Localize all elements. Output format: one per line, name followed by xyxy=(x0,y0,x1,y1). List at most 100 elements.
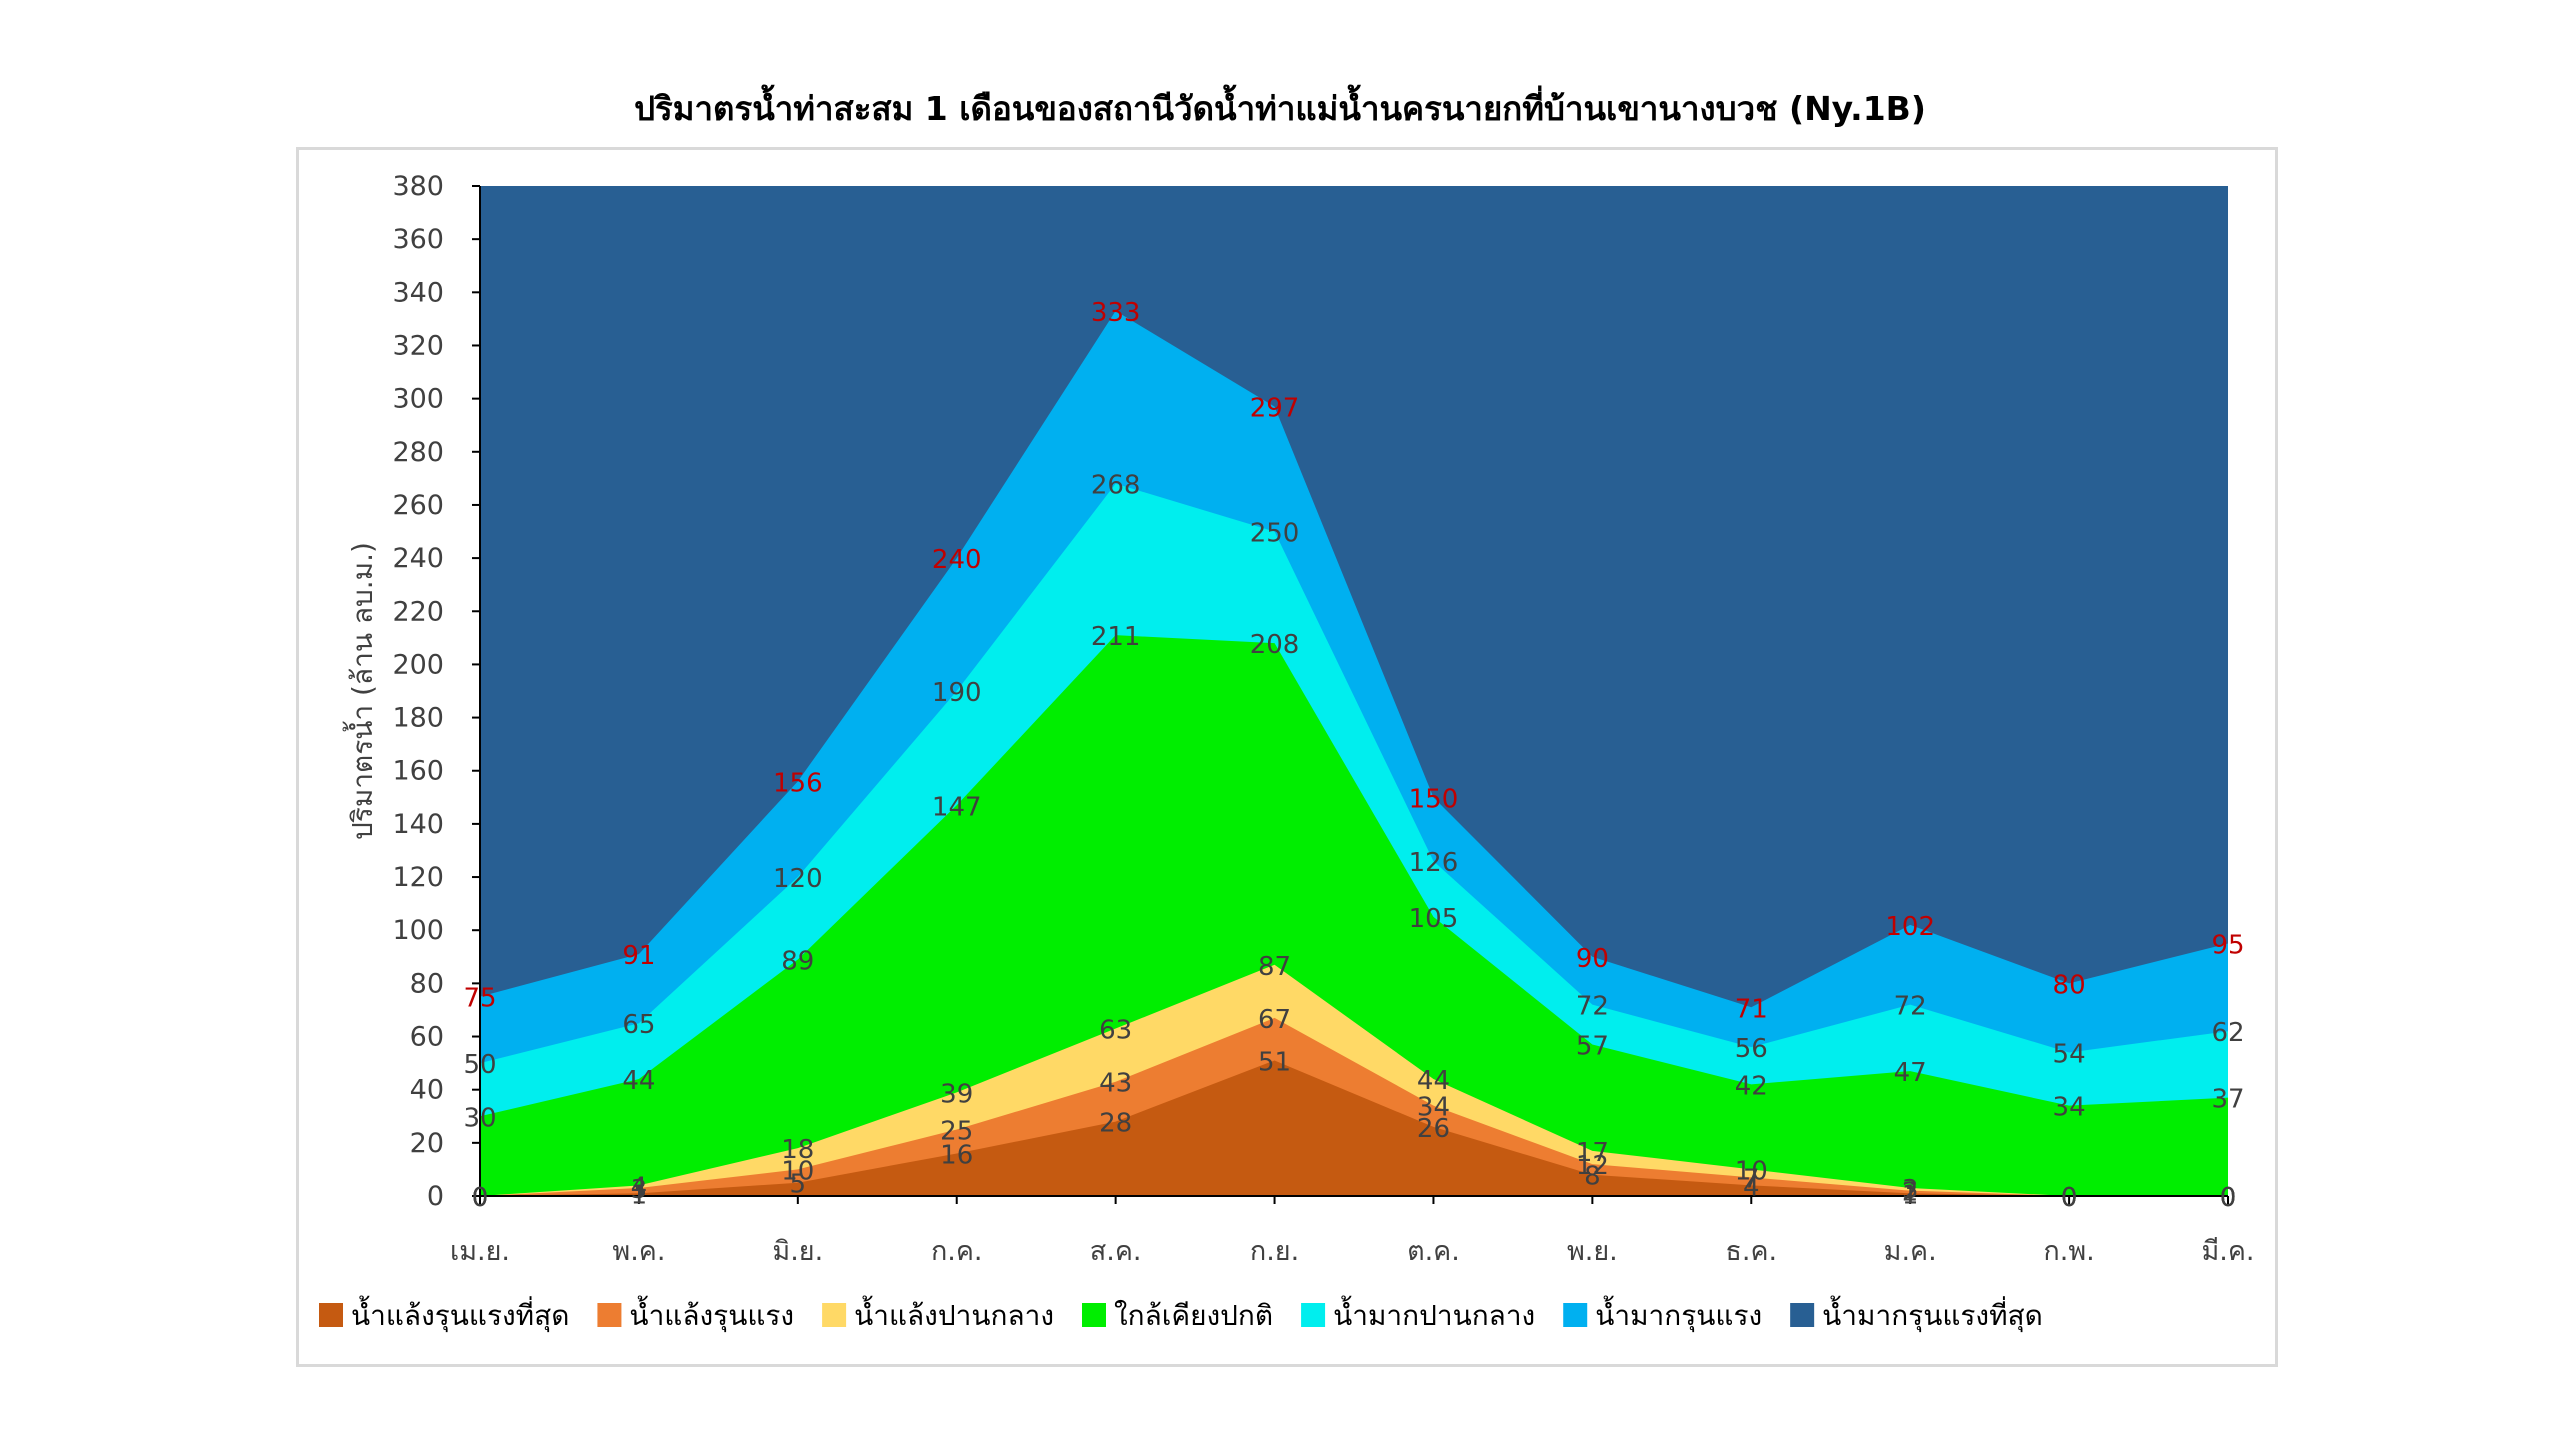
data-label: 156 xyxy=(773,768,823,798)
data-label: 34 xyxy=(1417,1093,1450,1123)
y-tick-label: 80 xyxy=(410,968,444,999)
data-label: 1 xyxy=(631,1180,648,1210)
data-label: 12 xyxy=(1576,1151,1609,1181)
x-tick-label: ก.พ. xyxy=(2043,1236,2094,1267)
legend-swatch-4 xyxy=(1301,1303,1326,1327)
data-label: 2 xyxy=(1902,1178,1919,1208)
x-tick-label: ก.ย. xyxy=(1250,1236,1299,1267)
x-tick-label: ต.ค. xyxy=(1407,1236,1460,1267)
data-label: 240 xyxy=(932,545,982,575)
legend-swatch-1 xyxy=(597,1303,622,1327)
data-label: 1 xyxy=(1902,1180,1919,1210)
data-label: 25 xyxy=(940,1117,973,1147)
y-tick-label: 100 xyxy=(392,915,444,946)
data-label: 4 xyxy=(1743,1172,1760,1202)
x-tick-label: พ.ค. xyxy=(612,1236,665,1267)
data-label: 56 xyxy=(1735,1034,1768,1064)
y-tick-label: 240 xyxy=(392,543,444,574)
data-label: 0 xyxy=(2061,1183,2078,1213)
data-label: 10 xyxy=(781,1156,814,1186)
data-label: 30 xyxy=(463,1103,496,1133)
data-label: 297 xyxy=(1250,394,1300,424)
data-label: 0 xyxy=(2061,1183,2078,1213)
data-label: 67 xyxy=(1258,1005,1291,1035)
y-tick-label: 200 xyxy=(392,649,444,680)
data-label: 63 xyxy=(1099,1016,1132,1046)
y-tick-label: 20 xyxy=(410,1128,444,1159)
legend-swatch-0 xyxy=(319,1303,343,1327)
x-tick-label: มี.ค. xyxy=(2201,1236,2254,1267)
y-tick-label: 140 xyxy=(392,809,444,840)
y-axis-title: ปริมาตรน้ำ (ล้าน ลบ.ม.) xyxy=(342,542,379,840)
legend-label-1: น้ำแล้งรุนแรง xyxy=(629,1295,794,1333)
data-label: 28 xyxy=(1099,1109,1132,1139)
data-label: 0 xyxy=(2220,1183,2237,1213)
y-tick-label: 280 xyxy=(392,437,444,468)
area-layers xyxy=(480,186,2228,1197)
data-label: 211 xyxy=(1091,622,1141,652)
legend-label-0: น้ำแล้งรุนแรงที่สุด xyxy=(351,1295,569,1333)
y-tick-label: 380 xyxy=(392,171,444,202)
data-label: 7 xyxy=(1743,1164,1760,1194)
x-tick-label: มิ.ย. xyxy=(772,1236,823,1267)
data-label: 65 xyxy=(622,1010,655,1040)
x-tick-label: ม.ค. xyxy=(1884,1236,1937,1267)
data-label: 0 xyxy=(2061,1183,2078,1213)
data-label: 102 xyxy=(1885,912,1935,942)
y-tick-label: 300 xyxy=(392,384,444,415)
data-label: 208 xyxy=(1250,630,1300,660)
data-label: 17 xyxy=(1576,1138,1609,1168)
data-label: 16 xyxy=(940,1140,973,1170)
y-tick-label: 0 xyxy=(427,1181,444,1212)
data-label: 39 xyxy=(940,1079,973,1109)
y-tick-label: 360 xyxy=(392,224,444,255)
data-label: 250 xyxy=(1250,519,1300,549)
data-label: 120 xyxy=(773,864,823,894)
y-tick-label: 160 xyxy=(392,756,444,787)
y-tick-label: 180 xyxy=(392,703,444,734)
data-label: 51 xyxy=(1258,1047,1291,1077)
y-tick-label: 320 xyxy=(392,330,444,361)
data-label: 5 xyxy=(790,1170,807,1200)
data-label: 150 xyxy=(1409,784,1459,814)
data-label: 0 xyxy=(472,1183,489,1213)
data-label: 333 xyxy=(1091,298,1141,328)
legend-swatch-5 xyxy=(1563,1303,1588,1327)
data-label: 54 xyxy=(2053,1039,2086,1069)
data-label: 126 xyxy=(1409,848,1459,878)
x-tick-label: ส.ค. xyxy=(1090,1236,1142,1267)
data-label: 43 xyxy=(1099,1069,1132,1099)
data-label: 0 xyxy=(2220,1183,2237,1213)
data-label: 75 xyxy=(463,984,496,1014)
data-label: 105 xyxy=(1409,904,1459,934)
data-label: 71 xyxy=(1735,994,1768,1024)
legend-label-2: น้ำแล้งปานกลาง xyxy=(854,1295,1054,1332)
data-label: 147 xyxy=(932,792,982,822)
data-label: 44 xyxy=(622,1066,655,1096)
data-label: 4 xyxy=(631,1172,648,1202)
data-label: 0 xyxy=(472,1183,489,1213)
data-label: 50 xyxy=(463,1050,496,1080)
legend-swatch-2 xyxy=(822,1303,847,1327)
data-label: 34 xyxy=(2053,1093,2086,1123)
area-series-0 xyxy=(480,1060,2228,1196)
y-tick-label: 120 xyxy=(392,862,444,893)
data-label: 10 xyxy=(1735,1156,1768,1186)
y-tick-label: 60 xyxy=(410,1022,444,1053)
data-label: 72 xyxy=(1894,992,1927,1022)
y-tick-label: 40 xyxy=(410,1075,444,1106)
data-label: 268 xyxy=(1091,471,1141,501)
data-label: 3 xyxy=(631,1175,648,1205)
y-tick-label: 340 xyxy=(392,277,444,308)
legend-swatch-6 xyxy=(1790,1303,1815,1327)
data-label: 89 xyxy=(781,946,814,976)
data-label: 87 xyxy=(1258,952,1291,982)
chart-frame xyxy=(296,147,2278,1367)
x-tick-label: พ.ย. xyxy=(1567,1236,1618,1267)
y-tick-label: 260 xyxy=(392,490,444,521)
data-label: 190 xyxy=(932,678,982,708)
legend-swatch-3 xyxy=(1082,1303,1106,1327)
legend-label-4: น้ำมากปานกลาง xyxy=(1333,1295,1535,1332)
data-label: 44 xyxy=(1417,1066,1450,1096)
